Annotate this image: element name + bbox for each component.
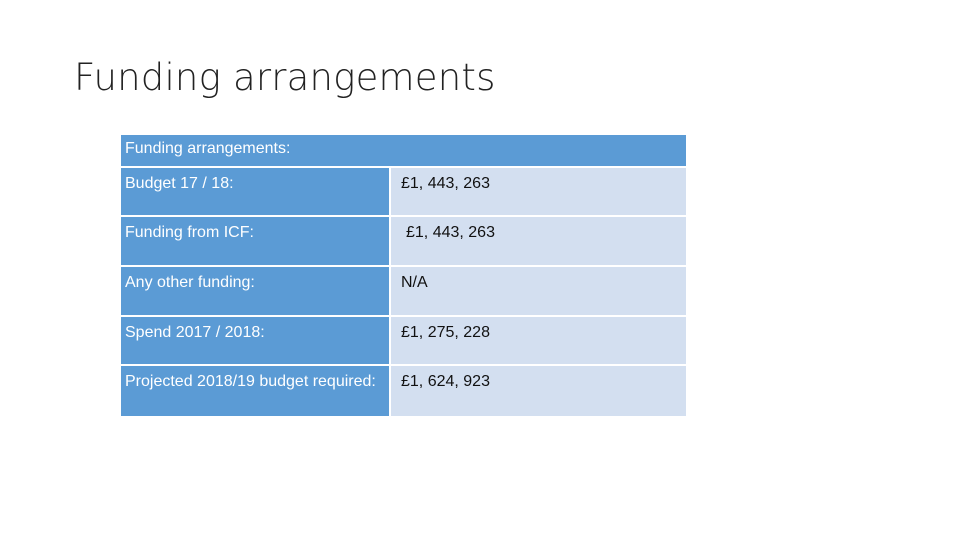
- table-row: Projected 2018/19 budget required: £1, 6…: [119, 364, 688, 418]
- row-label-spend: Spend 2017 / 2018:: [119, 315, 391, 366]
- row-value-icf-funding: £1, 443, 263: [389, 215, 688, 267]
- row-value-projected-budget: £1, 624, 923: [389, 364, 688, 418]
- table-row: Budget 17 / 18: £1, 443, 263: [119, 166, 688, 217]
- table-row: Any other funding: N/A: [119, 265, 688, 317]
- slide-title: Funding arrangements: [74, 56, 496, 99]
- row-label-projected-budget: Projected 2018/19 budget required:: [119, 364, 391, 418]
- table-row: Funding from ICF: £1, 443, 263: [119, 215, 688, 267]
- row-value-spend: £1, 275, 228: [389, 315, 688, 366]
- table-row: Spend 2017 / 2018: £1, 275, 228: [119, 315, 688, 366]
- funding-table: Funding arrangements: Budget 17 / 18: £1…: [119, 133, 688, 418]
- row-label-budget: Budget 17 / 18:: [119, 166, 391, 217]
- row-value-budget: £1, 443, 263: [389, 166, 688, 217]
- table-header-row: Funding arrangements:: [119, 133, 688, 168]
- table-header-cell: Funding arrangements:: [119, 133, 688, 168]
- row-label-icf-funding: Funding from ICF:: [119, 215, 391, 267]
- row-value-other-funding: N/A: [389, 265, 688, 317]
- row-label-other-funding: Any other funding:: [119, 265, 391, 317]
